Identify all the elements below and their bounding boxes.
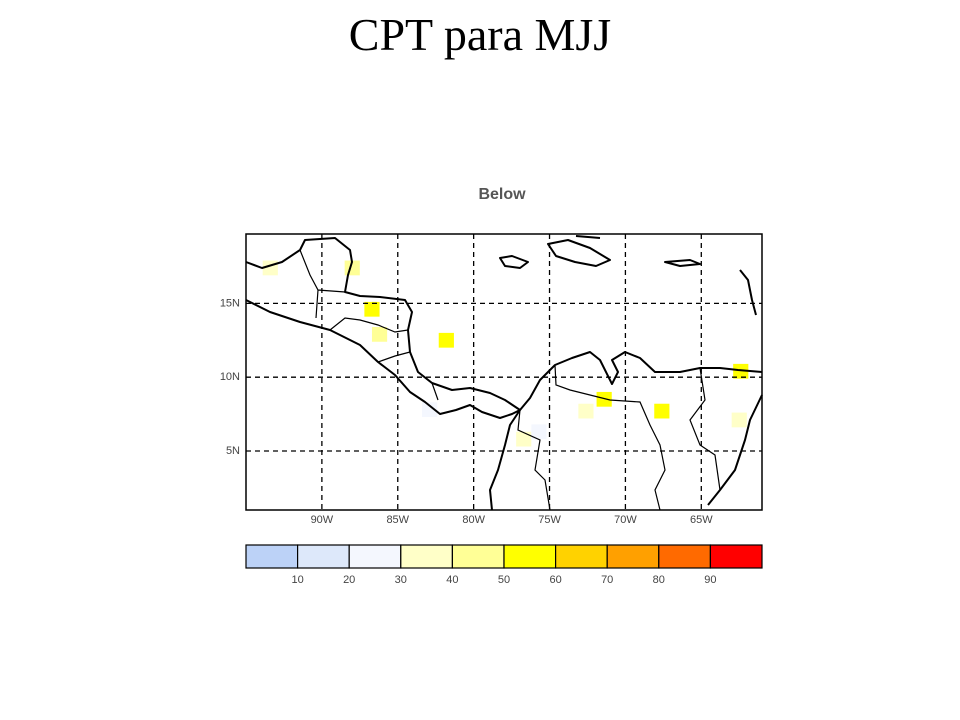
- colorbar-swatch: [348, 544, 402, 569]
- lat-label: 10N: [220, 371, 240, 383]
- coastlines: [245, 235, 763, 511]
- colorbar-swatch: [709, 544, 763, 569]
- colorbar-label: 30: [395, 574, 407, 586]
- colorbar-swatch: [451, 544, 505, 569]
- colorbar-swatch: [400, 544, 453, 569]
- probability-cell: [364, 301, 380, 317]
- lon-label: 70W: [614, 514, 637, 526]
- colorbar-swatch: [297, 544, 350, 569]
- lat-label: 5N: [226, 445, 240, 457]
- colorbar: 10 20 30 40 50 60 70 80 90: [245, 544, 763, 586]
- lon-label: 65W: [690, 514, 713, 526]
- colorbar-swatch: [606, 544, 660, 569]
- colorbar-swatch: [554, 544, 608, 569]
- probability-cell: [531, 424, 547, 440]
- cells: [262, 260, 749, 447]
- slide-title: CPT para MJJ: [348, 9, 612, 60]
- lon-label: 90W: [311, 514, 334, 526]
- colorbar-swatch: [245, 544, 299, 569]
- probability-cell: [733, 363, 749, 379]
- map-title: Below: [478, 186, 526, 203]
- lon-label: 75W: [538, 514, 561, 526]
- probability-cell: [422, 402, 438, 418]
- probability-cell: [438, 332, 454, 348]
- colorbar-swatch: [658, 544, 711, 569]
- map-frame: [245, 233, 763, 511]
- probability-cell: [516, 431, 532, 447]
- lat-label: 15N: [220, 297, 240, 309]
- colorbar-label: 60: [549, 574, 561, 586]
- lon-label: 85W: [386, 514, 409, 526]
- probability-cell: [371, 326, 388, 342]
- colorbar-label: 80: [653, 574, 665, 586]
- probability-cell: [731, 412, 747, 428]
- probability-cell: [654, 403, 670, 419]
- colorbar-label: 20: [343, 574, 355, 586]
- graticule: [246, 234, 762, 510]
- colorbar-label: 90: [704, 574, 716, 586]
- colorbar-label: 50: [498, 574, 510, 586]
- probability-cell: [596, 391, 612, 407]
- probability-cell: [578, 403, 594, 419]
- colorbar-label: 10: [291, 574, 303, 586]
- colorbar-label: 70: [601, 574, 613, 586]
- colorbar-label: 40: [446, 574, 458, 586]
- colorbar-swatch: [503, 544, 557, 569]
- lon-label: 80W: [462, 514, 485, 526]
